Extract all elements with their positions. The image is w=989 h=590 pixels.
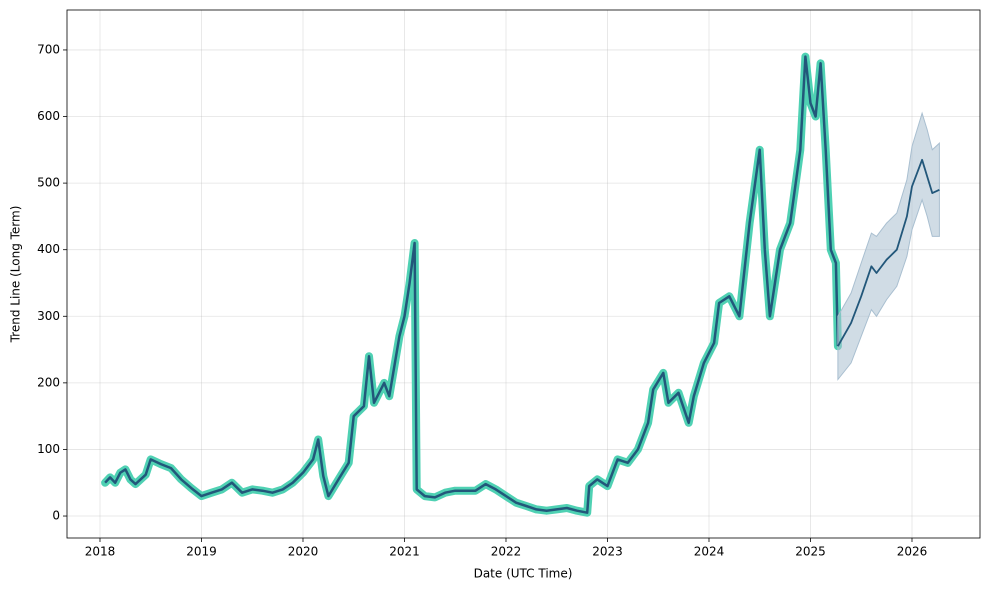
y-tick-label: 0 <box>52 509 60 523</box>
x-tick-label: 2022 <box>491 545 522 559</box>
y-axis-label: Trend Line (Long Term) <box>9 206 23 344</box>
y-tick-label: 400 <box>37 242 60 256</box>
trend-line <box>104 55 840 514</box>
x-tick-label: 2023 <box>592 545 623 559</box>
y-tick-label: 600 <box>37 109 60 123</box>
y-tick-label: 300 <box>37 309 60 323</box>
x-tick-label: 2019 <box>186 545 217 559</box>
x-tick-label: 2025 <box>795 545 826 559</box>
trend-outline <box>101 52 842 517</box>
x-tick-label: 2026 <box>897 545 928 559</box>
y-tick-label: 100 <box>37 442 60 456</box>
x-tick-label: 2020 <box>288 545 319 559</box>
confidence-band <box>837 111 940 381</box>
x-tick-label: 2024 <box>694 545 725 559</box>
plot-frame <box>66 9 981 539</box>
x-tick-label: 2018 <box>85 545 116 559</box>
trend-line <box>837 158 940 347</box>
y-tick-label: 500 <box>37 176 60 190</box>
x-axis-label: Date (UTC Time) <box>474 567 573 581</box>
y-tick-label: 200 <box>37 375 60 389</box>
y-tick-label: 700 <box>37 42 60 56</box>
x-tick-label: 2021 <box>389 545 420 559</box>
